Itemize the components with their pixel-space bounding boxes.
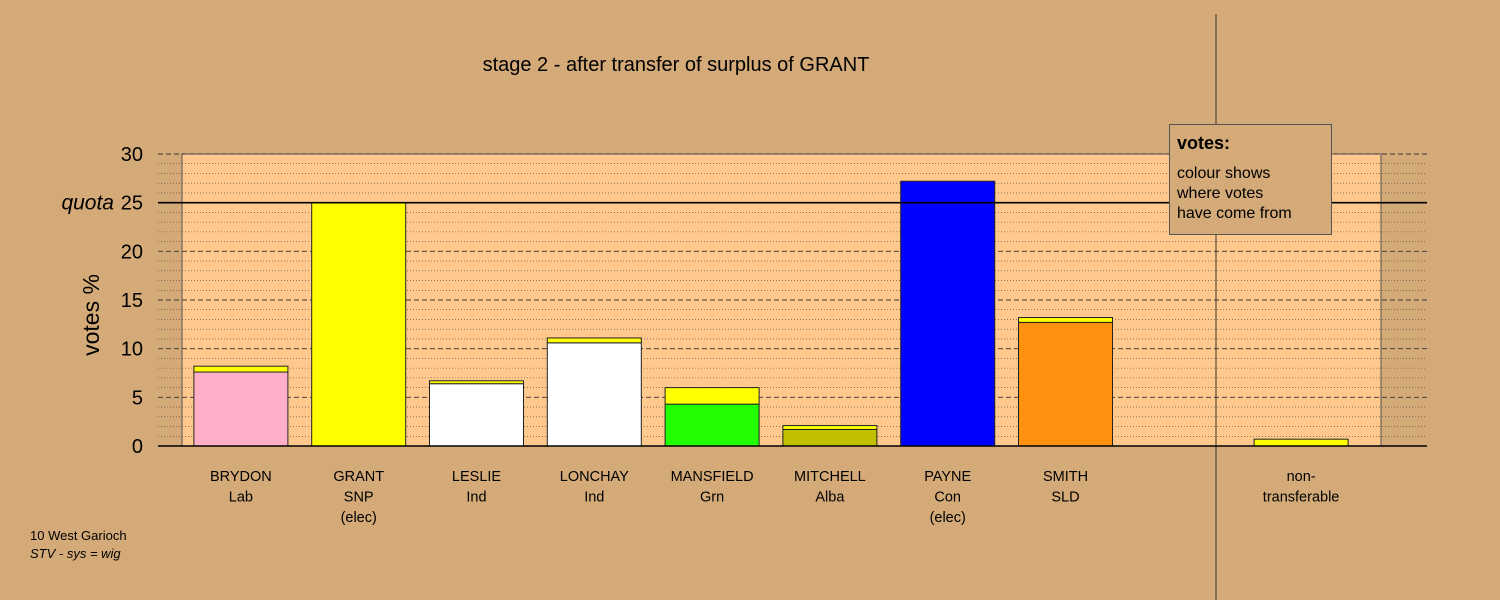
y-axis-title: votes % bbox=[78, 274, 104, 356]
bar-segment bbox=[1253, 438, 1349, 447]
bar-segment bbox=[782, 425, 878, 430]
category-status-label: (elec) bbox=[930, 510, 966, 526]
y-tick-label: 20 bbox=[121, 241, 143, 263]
bar-segment bbox=[546, 337, 642, 344]
bar-segment bbox=[1018, 321, 1113, 447]
bar-segment bbox=[311, 202, 407, 447]
legend-line-3: have come from bbox=[1177, 205, 1292, 222]
bar-segment bbox=[900, 180, 996, 447]
y-tick-label: 10 bbox=[121, 339, 143, 361]
footnote-ward: 10 West Garioch bbox=[30, 528, 127, 543]
category-party-label: Alba bbox=[815, 490, 845, 506]
legend-title: votes: bbox=[1177, 133, 1231, 153]
legend-line-2: where votes bbox=[1177, 185, 1264, 202]
bar-segment bbox=[664, 387, 760, 405]
footnote-system: STV - sys = wig bbox=[30, 546, 121, 561]
category-name-label: SMITH bbox=[1043, 469, 1088, 485]
bar-segment bbox=[782, 428, 878, 447]
category-party-label: Con bbox=[934, 490, 961, 506]
bar-segment bbox=[664, 403, 760, 447]
y-tick-label: 5 bbox=[132, 387, 143, 409]
chart-title: stage 2 - after transfer of surplus of G… bbox=[483, 54, 870, 76]
legend-line-1: colour shows bbox=[1177, 165, 1271, 182]
legend-box: votes: colour shows where votes have com… bbox=[1169, 124, 1332, 235]
category-name-label: BRYDON bbox=[210, 469, 272, 485]
category-name-label: LESLIE bbox=[452, 469, 501, 485]
y-tick-label: 0 bbox=[132, 436, 143, 458]
category-party-label: Ind bbox=[584, 490, 604, 506]
bar-segment bbox=[429, 380, 524, 385]
category-party-label: Grn bbox=[700, 490, 724, 506]
category-party-label: SNP bbox=[344, 490, 374, 506]
y-tick-label: 15 bbox=[121, 290, 143, 312]
category-party-label: Ind bbox=[466, 490, 486, 506]
category-name-label: LONCHAY bbox=[560, 469, 629, 485]
y-tick-label: 25 bbox=[121, 193, 143, 215]
y-tick-label: 30 bbox=[121, 144, 143, 166]
bar-segment bbox=[193, 371, 289, 447]
category-party-label: Lab bbox=[229, 490, 253, 506]
category-status-label: (elec) bbox=[341, 510, 377, 526]
category-name-label: MITCHELL bbox=[794, 469, 866, 485]
bar-segment bbox=[193, 365, 289, 373]
category-name-label: non- bbox=[1287, 469, 1316, 485]
quota-label: quota bbox=[61, 192, 114, 215]
bar-segment bbox=[429, 383, 524, 447]
category-name-label: MANSFIELD bbox=[671, 469, 754, 485]
category-name-label: PAYNE bbox=[924, 469, 971, 485]
bar-segment bbox=[1018, 317, 1113, 323]
category-party-label: transferable bbox=[1263, 490, 1340, 506]
bar-segment bbox=[546, 342, 642, 447]
category-name-label: GRANT bbox=[333, 469, 384, 485]
category-party-label: SLD bbox=[1051, 490, 1079, 506]
